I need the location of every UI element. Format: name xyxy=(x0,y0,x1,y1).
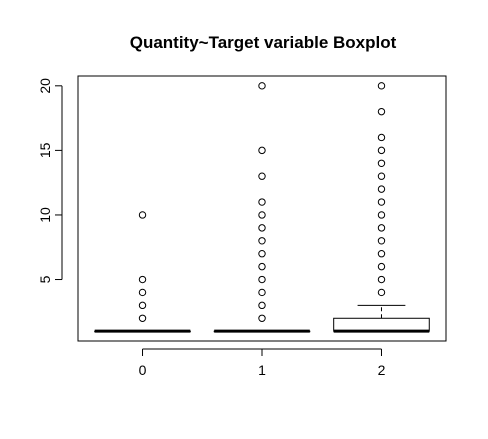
outlier-point xyxy=(377,211,386,219)
outlier-point xyxy=(258,288,266,297)
y-tick-label: 5 xyxy=(37,275,53,283)
x-axis: 0 1 2 xyxy=(139,348,386,378)
outlier-point xyxy=(377,185,386,193)
outlier-point xyxy=(377,107,386,116)
outlier-point xyxy=(258,82,266,90)
outlier-point xyxy=(377,237,386,245)
outlier-point xyxy=(258,224,266,232)
y-tick-label: 20 xyxy=(37,78,53,94)
chart-title: Quantity~Target variable Boxplot xyxy=(130,33,397,52)
box-group-2 xyxy=(333,82,430,333)
box-iqr xyxy=(333,317,430,332)
x-tick-label: 2 xyxy=(378,362,386,378)
outlier-point xyxy=(258,314,266,322)
outlier-point xyxy=(258,249,266,258)
y-tick-label: 15 xyxy=(37,142,53,158)
outlier-point xyxy=(377,288,386,297)
plot-frame xyxy=(77,75,447,342)
outlier-point xyxy=(258,275,266,284)
outlier-point xyxy=(377,172,386,180)
outlier-point xyxy=(138,288,147,297)
outlier-point xyxy=(377,275,386,284)
boxes-layer xyxy=(94,82,430,333)
outlier-point xyxy=(138,314,147,322)
x-tick-label: 1 xyxy=(258,362,266,378)
y-axis: 5 10 15 20 xyxy=(37,78,63,283)
outlier-point xyxy=(138,275,147,284)
outlier-point xyxy=(377,159,386,168)
outlier-point xyxy=(377,224,386,232)
y-tick-label: 10 xyxy=(37,207,53,223)
outlier-point xyxy=(258,198,266,206)
outlier-point xyxy=(377,146,386,155)
outlier-point xyxy=(377,133,386,142)
outlier-point xyxy=(377,249,386,258)
outlier-point xyxy=(138,211,147,219)
outlier-point xyxy=(138,301,147,310)
box-group-1 xyxy=(213,82,311,333)
outlier-point xyxy=(258,146,266,155)
outlier-point xyxy=(377,198,386,206)
outlier-point xyxy=(258,262,266,271)
outlier-point xyxy=(377,82,386,90)
box-group-0 xyxy=(94,211,191,333)
outlier-point xyxy=(258,172,266,180)
outlier-point xyxy=(377,262,386,271)
outlier-point xyxy=(258,237,266,245)
x-tick-label: 0 xyxy=(139,362,147,378)
outlier-point xyxy=(258,301,266,310)
outlier-point xyxy=(258,211,266,219)
